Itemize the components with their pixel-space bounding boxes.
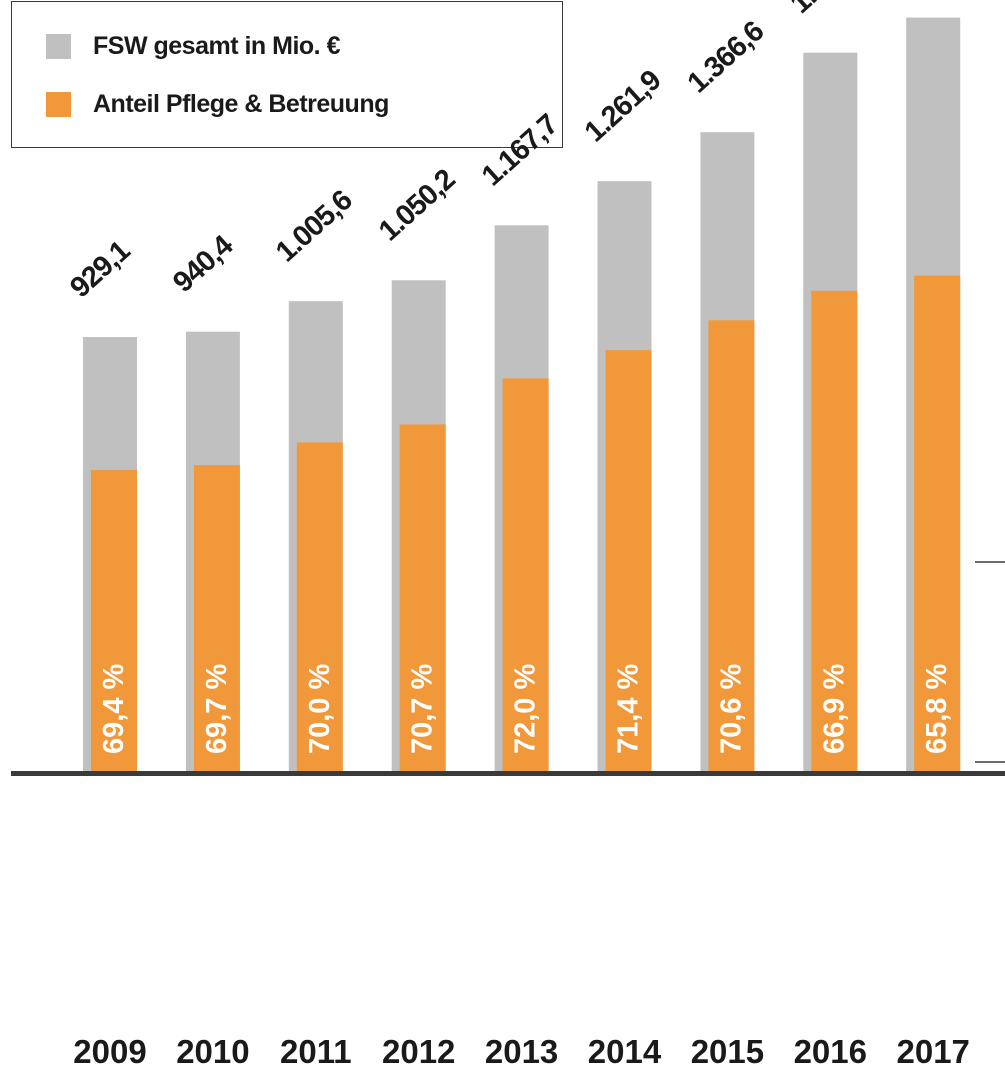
percent-label-2009: 69,4 % xyxy=(98,664,130,754)
legend-swatch-gray xyxy=(46,33,71,59)
value-label-2016: 1.536,3 xyxy=(785,0,874,20)
value-label-2010: 940,4 xyxy=(167,229,239,299)
value-label-2014: 1.261,9 xyxy=(579,64,668,148)
x-tick-label-2013: 2013 xyxy=(485,1033,558,1070)
percent-label-2010: 69,7 % xyxy=(201,664,233,754)
chart-legend: FSW gesamt in Mio. € Anteil Pflege & Bet… xyxy=(11,1,563,148)
legend-label-anteil-pflege: Anteil Pflege & Betreuung xyxy=(93,89,389,118)
x-tick-label-2012: 2012 xyxy=(382,1033,455,1070)
value-label-2013: 1.167,7 xyxy=(476,109,564,193)
bar-share-2010 xyxy=(193,465,240,772)
x-tick-label-2017: 2017 xyxy=(896,1033,969,1070)
bar-share-2013 xyxy=(502,378,549,772)
percent-label-2014: 71,4 % xyxy=(613,664,645,754)
x-tick-label-2014: 2014 xyxy=(588,1033,662,1070)
bar-share-2016 xyxy=(811,290,858,772)
x-tick-label-2011: 2011 xyxy=(280,1033,352,1070)
x-tick-label-2016: 2016 xyxy=(794,1033,867,1070)
bar-share-2012 xyxy=(399,424,446,772)
x-axis-line xyxy=(11,771,1005,776)
bar-share-2014 xyxy=(605,350,652,772)
legend-item-fsw-gesamt: FSW gesamt in Mio. € xyxy=(46,31,340,61)
bar-share-2017 xyxy=(914,275,961,772)
legend-item-anteil-pflege: Anteil Pflege & Betreuung xyxy=(46,89,389,119)
percent-label-2015: 70,6 % xyxy=(715,664,747,754)
bar-share-2015 xyxy=(708,320,755,772)
percent-label-2017: 65,8 % xyxy=(921,664,953,754)
bar-share-2009 xyxy=(91,470,137,772)
value-label-2012: 1.050,2 xyxy=(373,164,461,248)
percent-label-2012: 70,7 % xyxy=(407,664,439,754)
legend-swatch-orange xyxy=(46,91,71,117)
value-label-2015: 1.366,6 xyxy=(682,15,771,99)
percent-label-2013: 72,0 % xyxy=(510,664,542,754)
x-tick-label-2010: 2010 xyxy=(176,1033,249,1070)
x-tick-label-2015: 2015 xyxy=(691,1033,764,1070)
percent-label-2016: 66,9 % xyxy=(818,664,850,754)
bar-share-2011 xyxy=(296,442,343,772)
value-label-2009: 929,1 xyxy=(64,235,136,305)
percent-label-2011: 70,0 % xyxy=(304,664,336,754)
legend-label-fsw-gesamt: FSW gesamt in Mio. € xyxy=(93,31,340,60)
x-tick-label-2009: 2009 xyxy=(73,1033,146,1070)
value-label-2011: 1.005,6 xyxy=(270,184,359,268)
